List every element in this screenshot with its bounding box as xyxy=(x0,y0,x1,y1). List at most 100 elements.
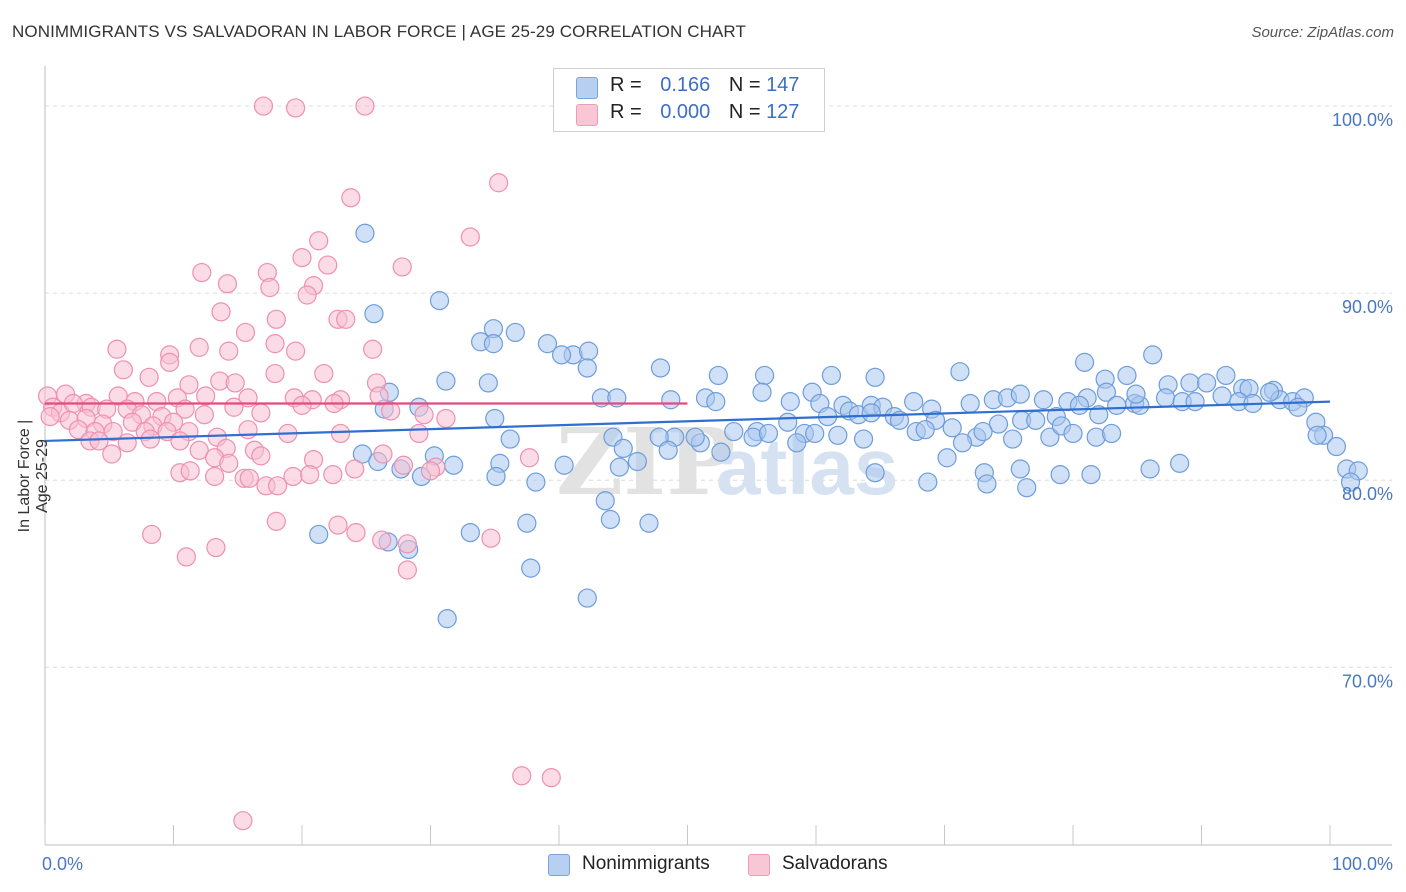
legend-n-label: N = xyxy=(728,101,761,123)
data-point xyxy=(397,560,417,580)
data-point xyxy=(436,371,456,391)
data-point xyxy=(526,472,546,492)
data-point xyxy=(481,528,501,548)
legend-label-nonimmigrants: Nonimmigrants xyxy=(582,853,710,874)
data-point xyxy=(429,291,450,311)
axes xyxy=(44,66,1392,846)
data-point xyxy=(650,358,671,378)
data-point xyxy=(478,373,498,393)
data-point xyxy=(541,768,561,788)
data-point xyxy=(196,386,216,406)
data-point xyxy=(309,231,329,251)
legend-label-salvadorans: Salvadorans xyxy=(782,853,888,874)
data-point xyxy=(1117,365,1137,386)
data-point xyxy=(988,414,1009,434)
data-point xyxy=(300,464,320,485)
x-tick-label-max: 100.0% xyxy=(1332,854,1393,874)
series-nonimmigrants xyxy=(309,223,1368,629)
legend-r-value-2: 0.000 xyxy=(660,101,711,123)
data-point xyxy=(355,96,375,116)
data-point xyxy=(661,390,681,410)
data-point xyxy=(346,522,366,543)
data-point xyxy=(139,367,159,387)
data-point xyxy=(521,558,541,578)
data-point xyxy=(1216,365,1236,386)
data-point xyxy=(180,461,200,481)
data-point xyxy=(460,227,480,247)
data-point xyxy=(613,438,633,459)
data-point xyxy=(778,412,798,432)
data-point xyxy=(950,362,970,382)
data-point xyxy=(937,448,957,468)
data-point xyxy=(265,363,285,384)
data-point xyxy=(752,382,772,402)
data-point xyxy=(595,491,615,511)
data-point xyxy=(627,451,647,472)
data-point xyxy=(175,399,195,419)
legend-swatch-pink xyxy=(748,854,770,876)
data-point xyxy=(251,446,271,466)
data-point xyxy=(297,285,317,305)
data-point xyxy=(189,337,209,357)
data-point xyxy=(1010,459,1030,479)
data-point xyxy=(1143,345,1163,365)
data-point xyxy=(1081,464,1101,485)
x-tick-labels: 0.0% 100.0% xyxy=(42,854,1393,874)
data-point xyxy=(239,468,259,488)
data-point xyxy=(328,515,348,535)
data-point xyxy=(292,395,312,415)
data-point xyxy=(805,423,825,444)
data-point xyxy=(373,444,393,464)
data-point xyxy=(960,393,980,414)
data-point xyxy=(285,98,306,118)
data-point xyxy=(973,421,993,442)
legend-swatch-blue xyxy=(548,854,570,876)
data-point xyxy=(607,388,627,408)
data-point xyxy=(1155,388,1176,408)
data-point xyxy=(211,302,231,322)
data-point xyxy=(821,365,842,386)
data-point xyxy=(224,397,244,417)
data-point xyxy=(1026,410,1046,430)
source-label: Source: ZipAtlas.com xyxy=(1251,24,1394,41)
trend-lines xyxy=(44,400,1331,443)
data-point xyxy=(1212,386,1232,406)
data-point xyxy=(551,345,572,365)
data-point xyxy=(176,547,196,567)
data-point xyxy=(865,463,885,483)
data-point xyxy=(1340,472,1361,492)
data-point xyxy=(787,433,807,453)
data-point xyxy=(639,513,659,533)
data-point xyxy=(397,534,417,554)
legend-swatch-pink xyxy=(576,104,598,126)
data-point xyxy=(420,461,441,481)
data-point xyxy=(140,429,160,449)
data-point xyxy=(372,530,392,550)
data-point xyxy=(122,412,142,432)
data-point xyxy=(918,472,938,492)
data-point xyxy=(318,255,338,275)
data-point xyxy=(828,425,848,445)
data-point xyxy=(977,474,997,494)
data-point xyxy=(253,96,274,116)
data-point xyxy=(1197,373,1217,393)
data-point xyxy=(233,811,253,831)
legend-r-label: R = xyxy=(610,74,642,96)
y-axis-label: In Labor Force | Age 25-29 xyxy=(16,419,51,533)
trend-line-nonimmigrants xyxy=(44,400,1331,443)
data-point xyxy=(519,448,540,468)
data-point xyxy=(486,466,506,487)
y-tick-label: 80.0% xyxy=(1342,484,1393,504)
data-point xyxy=(341,188,361,208)
data-point xyxy=(393,455,414,475)
data-point xyxy=(1326,436,1347,457)
data-point xyxy=(444,455,464,475)
data-point xyxy=(205,466,225,487)
data-point xyxy=(577,588,597,608)
data-point xyxy=(323,464,343,485)
data-point xyxy=(517,513,537,533)
data-point xyxy=(283,466,303,487)
data-point xyxy=(1170,453,1190,473)
data-point xyxy=(865,367,885,387)
data-point xyxy=(364,304,384,324)
